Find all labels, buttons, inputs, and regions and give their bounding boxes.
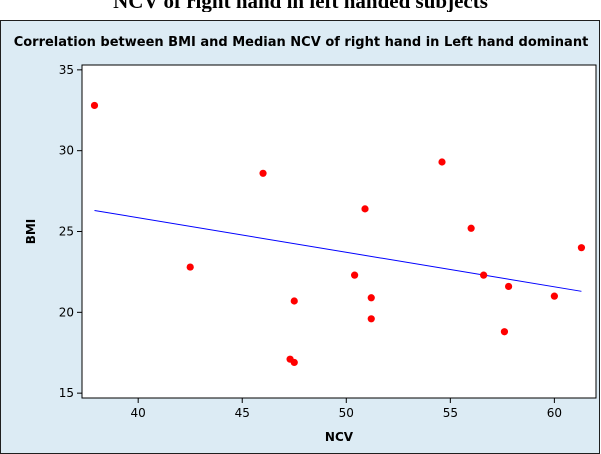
y-tick-label: 35: [59, 63, 74, 77]
chart-frame: Correlation between BMI and Median NCV o…: [0, 20, 600, 454]
data-point: [90, 101, 99, 110]
data-point: [367, 294, 375, 302]
regression-line: [94, 209, 582, 292]
data-point: [351, 271, 359, 279]
data-point: [290, 358, 298, 367]
data-points: [90, 101, 586, 367]
data-point: [186, 263, 194, 271]
y-tick-label: 30: [59, 144, 74, 158]
data-point: [259, 169, 267, 177]
scatter-chart: Correlation between BMI and Median NCV o…: [1, 21, 599, 453]
x-tick-label: 50: [339, 406, 354, 420]
x-axis-ticks: 40 45 50 55 60: [131, 398, 562, 420]
plot-area: [81, 64, 597, 399]
data-point: [504, 282, 513, 291]
page-heading: NCV of right hand in left handed subject…: [113, 0, 488, 12]
data-point: [480, 271, 488, 279]
data-point: [367, 315, 375, 323]
y-axis-ticks: 15 20 25 30 35: [59, 63, 82, 400]
x-tick-label: 55: [443, 406, 458, 420]
x-tick-label: 60: [547, 406, 562, 420]
x-tick-label: 45: [235, 406, 250, 420]
data-point: [361, 205, 369, 213]
y-axis-label: BMI: [24, 219, 38, 245]
chart-title: Correlation between BMI and Median NCV o…: [14, 35, 589, 50]
data-point: [290, 297, 298, 305]
y-tick-label: 15: [59, 386, 74, 400]
x-tick-label: 40: [131, 406, 146, 420]
x-axis-label: NCV: [325, 430, 354, 444]
y-tick-label: 25: [59, 225, 74, 239]
data-point: [500, 328, 509, 336]
data-point: [438, 158, 446, 166]
data-point: [467, 224, 475, 232]
data-point: [550, 292, 558, 300]
data-point: [577, 244, 586, 252]
y-tick-label: 20: [59, 305, 74, 319]
